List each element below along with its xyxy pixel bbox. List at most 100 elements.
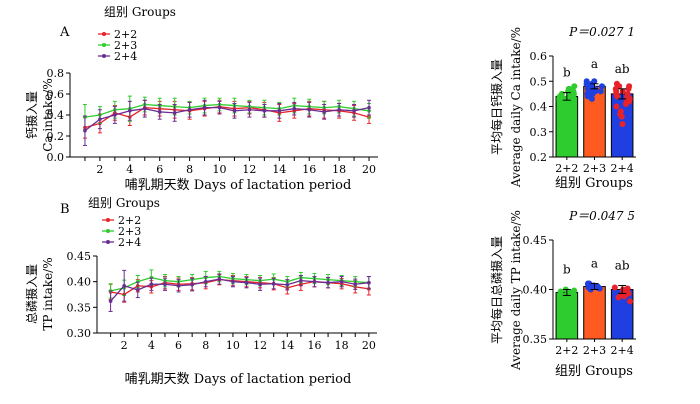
series-2+4 xyxy=(108,269,371,312)
legend-marker xyxy=(102,32,106,36)
significance-letter: b xyxy=(563,263,571,277)
x-tick-label: 12 xyxy=(242,163,256,176)
legend-marker xyxy=(106,218,110,222)
x-tick-label: 16 xyxy=(302,163,316,176)
x-tick-label: 12 xyxy=(253,339,267,352)
y-tick-label: 0.35 xyxy=(523,333,548,346)
scatter-point xyxy=(596,285,603,292)
y-tick-label: 0.40 xyxy=(523,284,548,297)
x-tick-label: 2 xyxy=(96,163,103,176)
x-tick-label: 2+3 xyxy=(583,162,606,175)
y-axis-title-en: TP intake/% xyxy=(41,257,55,330)
x-axis-title: 组别 Groups xyxy=(555,176,633,191)
x-tick-label: 16 xyxy=(307,339,321,352)
series-line xyxy=(84,107,370,132)
scatter-point xyxy=(625,290,632,297)
x-tick-label: 6 xyxy=(175,339,182,352)
data-point xyxy=(187,107,192,112)
y-tick-label: 0.35 xyxy=(67,301,92,314)
data-point xyxy=(271,281,276,286)
data-point xyxy=(337,107,341,112)
data-point xyxy=(262,109,267,113)
panel-a-bar-chart: 0.2 0.3 0.4 0.5 0.6 平均每日钙摄入量 Average daily Ca … xyxy=(489,25,636,191)
scatter-point xyxy=(568,90,575,97)
x-tick-label: 2+2 xyxy=(555,162,578,175)
x-tick-label: 2+3 xyxy=(583,344,606,357)
data-point xyxy=(176,283,181,288)
significance-letter: ab xyxy=(615,62,630,76)
legend-label: 2+4 xyxy=(114,50,137,63)
data-point xyxy=(122,283,126,288)
y-tick-label: 0.45 xyxy=(523,234,548,247)
scatter-point xyxy=(556,95,563,102)
data-point xyxy=(83,128,87,133)
data-point xyxy=(157,110,162,114)
x-tick-label: 10 xyxy=(213,163,227,176)
data-point xyxy=(247,107,252,112)
series-line xyxy=(84,105,370,129)
x-tick-label: 14 xyxy=(272,163,286,176)
y-tick-label: 0.40 xyxy=(67,276,92,289)
x-tick-label: 14 xyxy=(280,339,294,352)
x-axis-title: 哺乳期天数 Days of lactation period xyxy=(125,372,352,387)
legend-marker xyxy=(106,240,110,244)
y-tick-label: 0.4 xyxy=(47,109,65,122)
data-point xyxy=(149,282,154,287)
data-point xyxy=(203,279,208,284)
data-point xyxy=(367,105,371,110)
scatter-point xyxy=(565,85,572,92)
x-axis-title: 哺乳期天数 Days of lactation period xyxy=(125,178,352,193)
scatter-point xyxy=(616,83,623,90)
data-point xyxy=(326,280,330,285)
series-2+3 xyxy=(108,269,371,299)
legend-title: 组别 Groups xyxy=(88,196,160,210)
scatter-point xyxy=(624,285,631,292)
legend-label: 2+3 xyxy=(114,39,137,52)
y-tick-label: 0.3 xyxy=(530,126,548,139)
y-tick-label: 0.2 xyxy=(530,151,548,164)
x-tick-label: 8 xyxy=(186,163,193,176)
y-tick-label: 0.6 xyxy=(47,88,65,101)
x-tick-label: 8 xyxy=(202,339,209,352)
scatter-point xyxy=(564,98,571,105)
legend-title: 组别 Groups xyxy=(104,5,176,19)
x-tick-label: 20 xyxy=(362,163,376,176)
y-tick-label: 0.2 xyxy=(47,130,65,143)
scatter-point xyxy=(586,88,593,95)
scatter-point xyxy=(613,103,620,110)
x-tick-label: 2 xyxy=(121,339,128,352)
scatter-point xyxy=(626,98,633,105)
series-2+2 xyxy=(82,99,372,139)
data-point xyxy=(312,279,317,284)
scatter-point xyxy=(570,100,577,107)
data-point xyxy=(135,288,140,292)
scatter-point xyxy=(557,288,564,295)
series-line xyxy=(110,278,369,302)
panel-b-line-chart: 0.30 0.35 0.40 0.45 总磷摄入量 TP intake/% 哺乳期天数 Da… xyxy=(24,196,377,387)
y-axis-title-cn: 钙摄入量 xyxy=(24,91,39,139)
x-tick-label: 18 xyxy=(335,339,349,352)
y-tick-label: 0.45 xyxy=(67,250,92,263)
scatter-point xyxy=(619,88,626,95)
scatter-point xyxy=(598,83,605,90)
y-tick-label: 0.30 xyxy=(67,327,92,340)
data-point xyxy=(258,282,262,287)
legend-marker xyxy=(106,229,110,233)
y-axis-title-cn: 平均每日总磷摄入量 xyxy=(489,236,504,344)
data-point xyxy=(217,277,222,281)
significance-letter: b xyxy=(563,66,571,80)
significance-letter: ab xyxy=(615,259,630,273)
x-tick-label: 2+4 xyxy=(611,162,634,175)
scatter-point xyxy=(570,106,577,113)
y-tick-label: 0.5 xyxy=(530,75,548,88)
data-point xyxy=(299,278,303,283)
scatter-point xyxy=(618,113,625,120)
x-tick-label: 20 xyxy=(362,339,376,352)
scatter-point xyxy=(571,287,578,294)
data-point xyxy=(322,110,326,114)
scatter-point xyxy=(584,280,591,287)
scatter-point xyxy=(570,295,577,302)
bar-2+3 xyxy=(583,286,606,340)
legend-label: 2+2 xyxy=(114,28,137,41)
